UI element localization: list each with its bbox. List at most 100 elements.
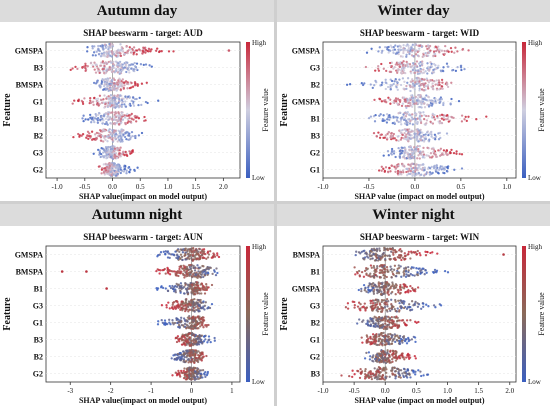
data-point — [452, 116, 455, 120]
data-point — [104, 72, 107, 75]
data-point — [136, 83, 139, 86]
data-point — [373, 367, 376, 370]
data-point — [94, 54, 97, 57]
data-point — [369, 341, 372, 344]
data-point — [165, 306, 168, 309]
data-point — [93, 45, 96, 48]
data-point — [392, 352, 395, 355]
feature-label: B3 — [34, 336, 43, 345]
data-point — [381, 374, 384, 377]
colorbar-low-label: Low — [528, 174, 542, 182]
data-point — [384, 87, 387, 91]
data-point — [371, 338, 375, 341]
data-point — [105, 51, 108, 54]
data-point — [180, 369, 183, 373]
data-point — [195, 338, 199, 341]
data-point — [188, 274, 191, 277]
data-point — [443, 269, 447, 273]
x-tick-label: 0.5 — [412, 387, 421, 395]
data-point — [409, 284, 412, 288]
data-point — [183, 375, 187, 379]
data-point — [406, 81, 409, 84]
data-point — [456, 50, 459, 53]
data-point — [124, 95, 127, 98]
data-point — [121, 78, 124, 81]
data-point — [383, 299, 386, 302]
data-point — [420, 45, 424, 49]
data-point — [387, 96, 390, 99]
data-point — [372, 360, 375, 363]
data-point — [113, 156, 117, 160]
data-point — [165, 303, 168, 307]
data-point — [376, 265, 379, 268]
data-point — [108, 66, 111, 69]
data-point — [424, 82, 427, 85]
data-point — [189, 326, 192, 329]
data-point — [203, 334, 206, 338]
data-point — [90, 101, 93, 104]
data-point — [186, 319, 189, 323]
data-point — [439, 100, 442, 103]
data-point — [414, 113, 417, 116]
feature-label: G2 — [33, 166, 43, 175]
data-point — [357, 251, 361, 254]
data-point — [401, 372, 404, 375]
data-point — [485, 115, 488, 118]
data-point — [201, 316, 204, 319]
x-tick-label: 2.0 — [219, 183, 228, 191]
data-point — [103, 170, 106, 173]
data-point — [384, 376, 387, 379]
data-point — [102, 163, 105, 166]
data-point — [127, 68, 130, 72]
data-point — [135, 116, 138, 119]
data-point — [187, 361, 190, 364]
data-point — [184, 281, 187, 285]
data-point — [200, 273, 203, 276]
data-point — [440, 121, 443, 125]
data-point — [84, 67, 87, 70]
data-point — [427, 305, 430, 308]
data-point — [382, 251, 385, 255]
data-point — [119, 81, 122, 84]
data-point — [424, 136, 427, 139]
x-tick-label: -1.0 — [317, 387, 329, 395]
data-point — [199, 372, 203, 375]
data-point — [398, 50, 401, 53]
data-point — [132, 102, 135, 105]
data-point — [434, 83, 437, 86]
data-point — [398, 65, 401, 69]
data-point — [383, 335, 386, 339]
data-point — [130, 86, 133, 89]
data-point — [113, 115, 116, 118]
data-point — [449, 46, 453, 50]
data-point — [111, 51, 114, 55]
data-point — [183, 318, 187, 322]
data-point — [365, 272, 368, 275]
feature-label: G1 — [310, 166, 320, 175]
data-point — [463, 67, 466, 71]
x-tick-label: -1 — [148, 387, 154, 395]
data-point — [428, 173, 432, 176]
data-point — [95, 114, 98, 118]
data-point — [140, 103, 143, 107]
data-point — [179, 289, 182, 293]
data-point — [137, 103, 140, 107]
data-point — [384, 78, 387, 81]
data-point — [360, 287, 363, 291]
data-point — [380, 300, 383, 304]
data-point — [102, 140, 105, 143]
data-point — [375, 358, 379, 362]
data-point — [457, 99, 461, 103]
data-point — [431, 82, 434, 85]
data-point — [405, 123, 409, 126]
data-point — [426, 72, 429, 75]
data-point — [209, 340, 212, 344]
data-point — [413, 84, 416, 87]
feature-label: B1 — [311, 268, 320, 277]
data-point — [104, 102, 107, 105]
data-point — [392, 132, 396, 136]
x-tick-label: -0.5 — [349, 387, 361, 395]
data-point — [114, 102, 117, 105]
data-point — [395, 119, 399, 122]
data-point — [410, 251, 413, 254]
